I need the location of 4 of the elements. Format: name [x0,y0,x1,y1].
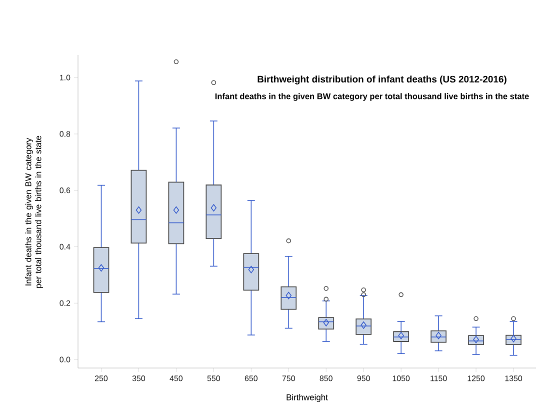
text: Infant deaths in the given BW category per total thousand live births in the state [215,93,529,101]
y-axis-title: Infant deaths in the given BW category per total thousand live births in the state [25,136,43,288]
x-axis-title: Birthweight [286,394,328,402]
text: Birthweight distribution of infant deaths (US 2012-2016) [258,76,506,84]
